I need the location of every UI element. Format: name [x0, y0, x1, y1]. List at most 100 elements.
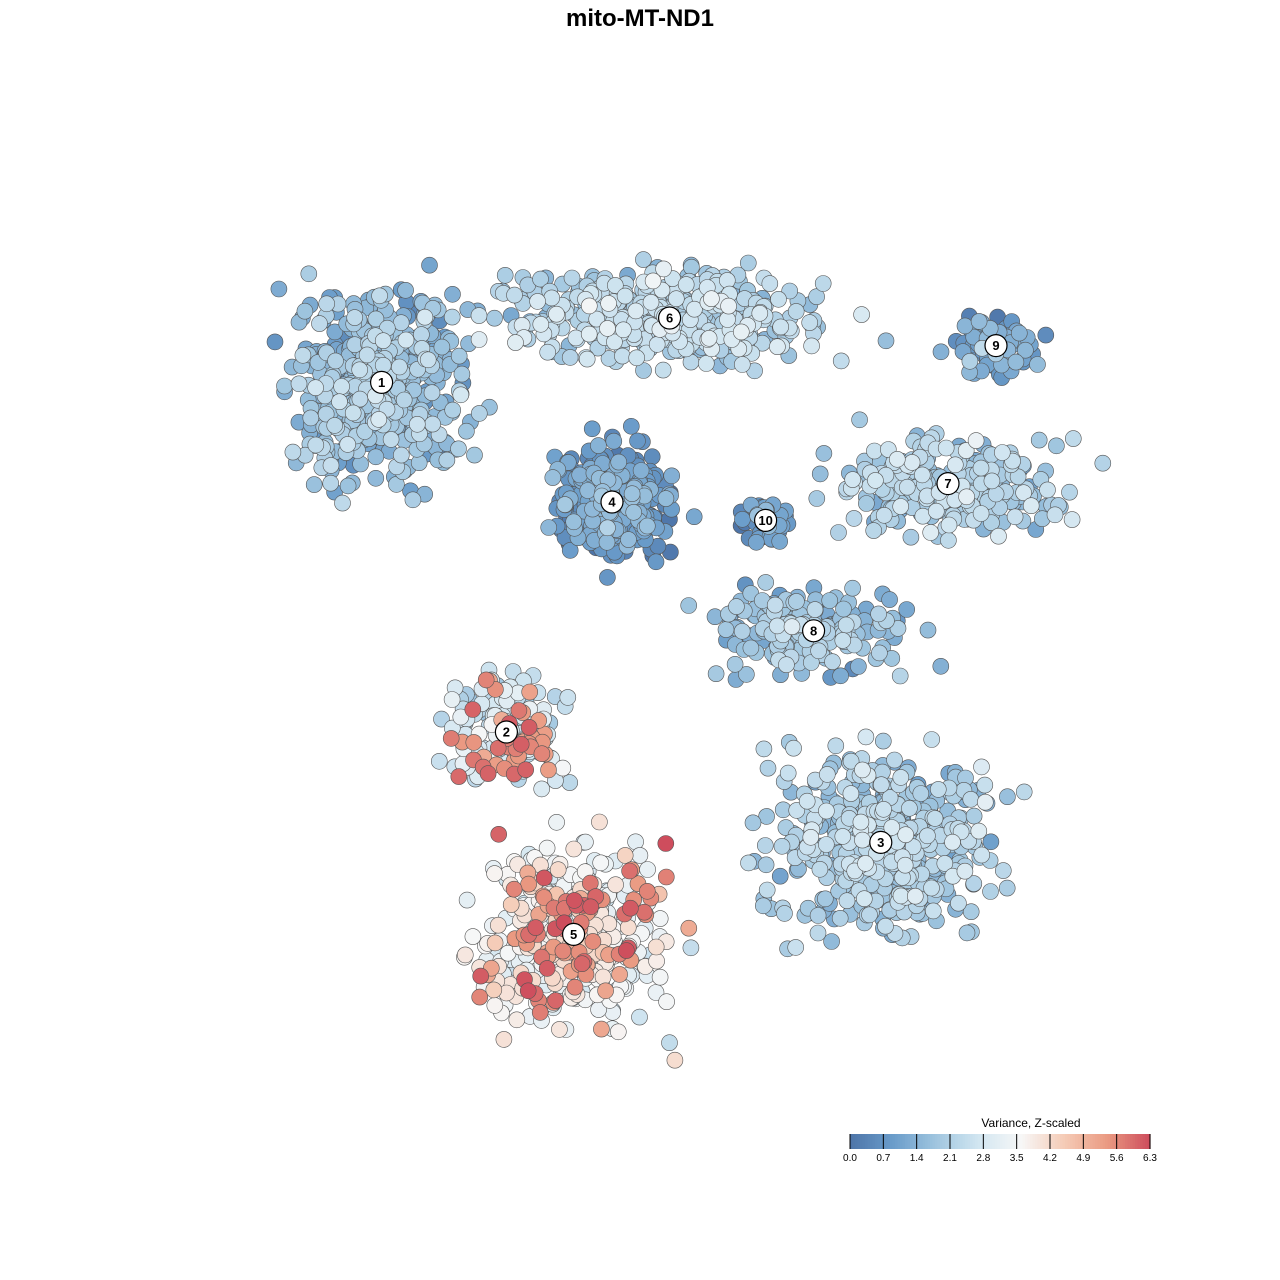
data-point — [744, 814, 762, 832]
data-point — [382, 431, 400, 448]
data-point — [1094, 454, 1112, 472]
cluster-label-text: 2 — [503, 725, 510, 740]
data-point — [823, 933, 840, 950]
colorbar-segment — [1082, 1134, 1086, 1149]
data-point — [266, 333, 284, 351]
data-point — [944, 833, 961, 851]
data-point — [972, 459, 990, 477]
cluster-label-text: 5 — [570, 927, 577, 942]
data-point — [442, 730, 460, 747]
data-point — [651, 910, 669, 927]
data-point — [686, 300, 703, 318]
data-point — [334, 494, 351, 512]
data-point — [1007, 353, 1025, 371]
data-point — [628, 349, 646, 367]
data-point — [452, 386, 470, 404]
data-point — [371, 287, 388, 305]
data-point — [548, 305, 565, 323]
colorbar-segment — [860, 1134, 864, 1149]
data-point — [958, 488, 975, 506]
data-point — [973, 758, 990, 776]
colorbar-segment — [1072, 1134, 1076, 1149]
data-point — [896, 856, 914, 874]
colorbar-segment — [1127, 1134, 1131, 1149]
data-point — [466, 446, 483, 464]
data-point — [539, 343, 557, 361]
data-point — [757, 574, 775, 591]
colorbar-segment — [995, 1134, 999, 1149]
data-point — [1061, 483, 1078, 501]
colorbar-segment — [1097, 1134, 1101, 1149]
data-point — [502, 896, 520, 913]
colorbar-segment — [1000, 1134, 1004, 1149]
colorbar-segment — [862, 1134, 866, 1149]
data-point — [424, 415, 441, 433]
colorbar-segment — [1105, 1134, 1109, 1149]
data-point — [926, 810, 944, 827]
colorbar-segment — [1010, 1134, 1014, 1149]
legend-tick-label: 6.3 — [1143, 1153, 1157, 1164]
data-point — [766, 596, 784, 614]
data-point — [561, 349, 579, 366]
data-point — [970, 313, 988, 330]
data-point — [961, 352, 979, 370]
data-point — [559, 689, 577, 706]
colorbar-segment — [925, 1134, 929, 1149]
data-point — [395, 391, 413, 409]
cluster-label-10: 10 — [753, 508, 778, 533]
colorbar-segment — [1035, 1134, 1039, 1149]
colorbar-segment — [1135, 1134, 1139, 1149]
data-point — [655, 260, 672, 278]
data-point — [597, 982, 614, 1000]
data-point — [680, 919, 698, 937]
data-point — [842, 785, 860, 802]
data-point — [331, 393, 348, 411]
data-point — [594, 968, 612, 986]
colorbar-segment — [890, 1134, 894, 1149]
data-point — [565, 513, 583, 531]
data-point — [370, 411, 388, 428]
data-point — [889, 620, 907, 637]
data-point — [521, 683, 539, 701]
data-point — [423, 384, 441, 402]
data-point — [444, 285, 461, 303]
data-point — [751, 304, 769, 322]
data-point — [851, 411, 868, 429]
data-point — [946, 456, 964, 474]
colorbar-segment — [1012, 1134, 1016, 1149]
data-point — [621, 862, 638, 880]
data-point — [742, 639, 760, 657]
colorbar-segment — [1125, 1134, 1129, 1149]
data-point — [787, 303, 805, 320]
data-point — [632, 462, 650, 479]
data-point — [374, 356, 392, 374]
data-point — [566, 978, 584, 996]
data-point — [881, 591, 898, 608]
cluster-label-1: 1 — [370, 370, 394, 394]
data-point — [972, 505, 990, 522]
data-point — [638, 517, 656, 535]
data-point — [300, 265, 318, 283]
colorbar-segment — [927, 1134, 931, 1149]
data-point — [771, 533, 789, 550]
data-point — [611, 966, 628, 983]
data-point — [421, 256, 438, 274]
data-point — [416, 308, 434, 326]
colorbar-segment — [1050, 1134, 1054, 1149]
data-point — [471, 988, 489, 1006]
colorbar-segment — [875, 1134, 879, 1149]
legend-tick-label: 1.4 — [910, 1153, 924, 1164]
colorbar-segment — [1087, 1134, 1091, 1149]
colorbar-segment — [942, 1134, 946, 1149]
data-point — [801, 314, 819, 331]
data-point — [732, 323, 750, 341]
legend-tick-label: 0.7 — [876, 1153, 890, 1164]
data-point — [512, 735, 530, 753]
data-point — [616, 847, 634, 864]
data-point — [888, 450, 906, 468]
data-point — [430, 752, 448, 770]
data-point — [757, 856, 775, 874]
data-point — [496, 266, 514, 284]
data-point — [580, 297, 598, 315]
